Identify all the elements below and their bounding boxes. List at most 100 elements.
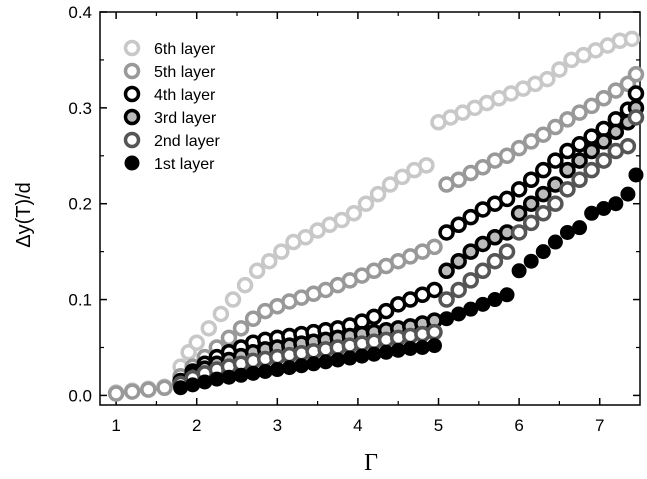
data-point [200, 320, 218, 337]
data-point [627, 109, 645, 126]
data-point [474, 262, 492, 280]
data-point [232, 320, 250, 337]
data-point [438, 262, 455, 280]
data-point [522, 195, 540, 212]
data-point [627, 66, 645, 83]
legend-label: 4th layer [154, 87, 216, 104]
data-point [535, 161, 552, 179]
data-point [273, 243, 290, 260]
legend-marker [123, 108, 141, 126]
legend-marker [123, 62, 141, 80]
legend-marker [123, 85, 141, 103]
data-point [595, 152, 612, 169]
legend-label: 3rd layer [154, 110, 217, 127]
y-tick-label: 0.2 [68, 195, 92, 214]
data-point [426, 281, 443, 299]
data-point [510, 224, 528, 241]
x-tick-label: 1 [111, 416, 120, 435]
data-point [583, 142, 600, 160]
x-tick-label: 3 [273, 416, 282, 435]
data-point [547, 152, 564, 169]
data-point [438, 291, 455, 308]
data-point [261, 252, 278, 270]
data-point [474, 235, 492, 253]
data-point [547, 195, 564, 212]
data-point [224, 291, 242, 308]
x-tick-label: 7 [595, 416, 604, 435]
data-point [438, 224, 455, 241]
series-6 [173, 167, 644, 396]
data-point [426, 323, 443, 341]
data-point [595, 90, 612, 107]
data-point [381, 176, 399, 193]
data-point [522, 133, 540, 150]
x-tick-label: 2 [192, 416, 201, 435]
data-point [123, 383, 141, 400]
data-point [357, 195, 375, 212]
data-point [140, 381, 157, 398]
data-point [607, 123, 625, 141]
data-point [628, 167, 644, 183]
data-point [498, 243, 516, 260]
data-point [572, 220, 588, 236]
series-3 [172, 85, 645, 390]
data-point [345, 205, 363, 222]
data-point [623, 30, 641, 48]
data-point [244, 310, 262, 327]
x-tick-label: 4 [353, 416, 362, 435]
data-point [510, 139, 528, 157]
data-point [620, 186, 636, 202]
data-point [333, 211, 351, 229]
data-series [107, 30, 645, 402]
data-point [486, 252, 504, 270]
data-point [583, 97, 600, 115]
data-point [559, 111, 576, 128]
series-2 [107, 66, 645, 402]
data-point [450, 252, 467, 270]
data-point [535, 126, 552, 143]
legend-marker [123, 39, 141, 57]
data-point [571, 104, 588, 121]
data-point [212, 305, 230, 323]
y-tick-label: 0.4 [68, 3, 92, 22]
legend-label: 5th layer [154, 64, 216, 81]
plot-frame [99, 11, 641, 406]
data-point [559, 142, 576, 160]
data-point [156, 379, 173, 396]
data-point [462, 243, 479, 260]
data-point [450, 171, 467, 188]
data-point [236, 276, 254, 294]
data-point [499, 287, 515, 303]
data-point [393, 168, 411, 186]
data-point [522, 214, 540, 232]
data-point [535, 185, 552, 203]
data-point [547, 118, 564, 136]
data-point [571, 152, 588, 169]
data-point [418, 157, 435, 174]
data-point [539, 70, 556, 88]
legend-label: 2nd layer [154, 133, 220, 150]
legend-label: 1st layer [154, 156, 215, 173]
legend-marker [123, 131, 141, 149]
data-point [551, 61, 568, 78]
data-point [523, 253, 539, 269]
y-tick-label: 0.3 [68, 99, 92, 118]
data-point [583, 161, 600, 179]
data-point [510, 181, 528, 198]
data-point [450, 281, 467, 299]
data-point [498, 147, 516, 165]
data-point [377, 302, 395, 320]
x-tick-label: 5 [434, 416, 443, 435]
data-point [462, 208, 479, 226]
x-tick-label: 6 [514, 416, 523, 435]
data-point [426, 238, 443, 256]
series-5 [172, 109, 645, 393]
data-point [535, 244, 551, 260]
data-point [522, 171, 540, 188]
data-point [559, 181, 576, 198]
data-point [510, 205, 528, 222]
y-tick-label: 0.0 [68, 386, 92, 405]
y-axis-title: Δy(T)/d [13, 182, 35, 248]
data-point [571, 136, 588, 153]
